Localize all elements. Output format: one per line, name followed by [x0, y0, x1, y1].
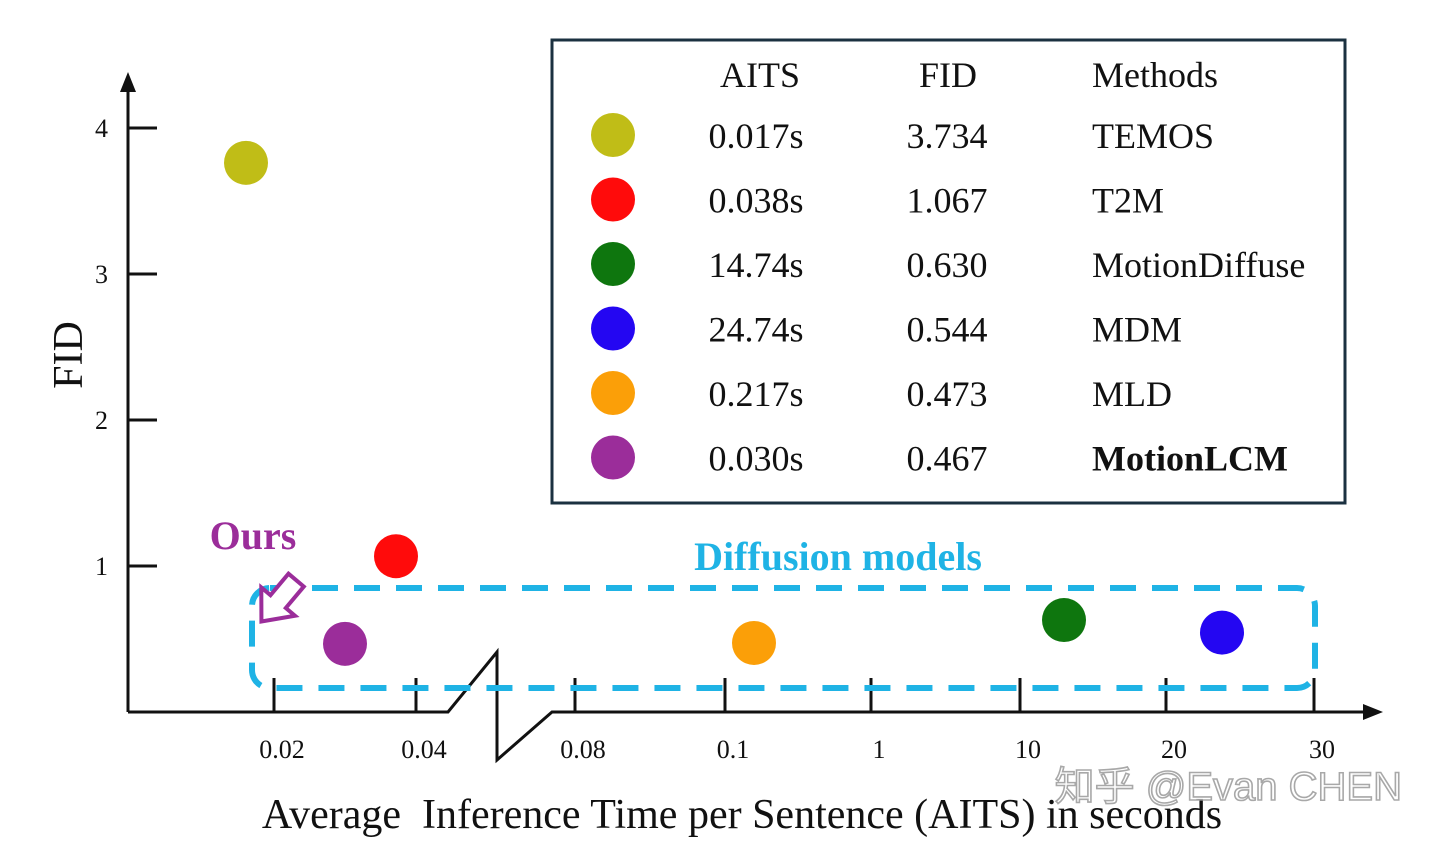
y-axis-title: FID [46, 321, 92, 389]
x-tick-label-0.04: 0.04 [401, 735, 447, 764]
x-tick-label-20: 20 [1161, 735, 1187, 764]
legend-marker-t2m [591, 177, 635, 222]
legend-aits-motiondiffuse: 14.74s [708, 245, 803, 285]
legend-aits-mdm: 24.74s [708, 310, 803, 350]
diffusion-models-label: Diffusion models [694, 534, 982, 579]
x-tick-label-30: 30 [1309, 735, 1335, 764]
legend-header-fid: FID [919, 55, 977, 95]
legend-aits-temos: 0.017s [708, 116, 803, 156]
ours-label: Ours [210, 513, 297, 558]
diffusion-models-box [249, 585, 1318, 691]
y-ticks: 1 2 3 4 [95, 114, 157, 581]
legend-marker-motiondiffuse [591, 242, 635, 286]
x-tick-label-1: 1 [873, 735, 886, 764]
legend-method-temos: TEMOS [1092, 116, 1214, 156]
legend-aits-t2m: 0.038s [708, 181, 803, 221]
legend-fid-t2m: 1.067 [907, 181, 988, 221]
x-axis-title: Average Inference Time per Sentence (AIT… [262, 792, 1222, 838]
legend-header-methods: Methods [1092, 55, 1218, 95]
legend-method-mld: MLD [1092, 374, 1172, 414]
legend-fid-motiondiffuse: 0.630 [907, 245, 988, 285]
ours-arrow-icon [259, 570, 307, 624]
y-tick-label-4: 4 [95, 114, 108, 143]
legend-fid-motionlcm: 0.467 [907, 439, 988, 479]
legend-method-t2m: T2M [1092, 181, 1164, 221]
legend-fid-mld: 0.473 [907, 374, 988, 414]
x-tick-label-10: 10 [1015, 735, 1041, 764]
legend-aits-mld: 0.217s [708, 374, 803, 414]
legend-fid-temos: 3.734 [907, 116, 988, 156]
legend-marker-mld [591, 371, 635, 415]
point-motionlcm [323, 621, 367, 666]
data-points [224, 140, 1244, 666]
legend-marker-mdm [591, 306, 635, 351]
legend-fid-mdm: 0.544 [907, 310, 988, 350]
legend-marker-motionlcm [591, 435, 635, 480]
x-tick-label-0.08: 0.08 [560, 735, 606, 764]
x-tick-label-0.02: 0.02 [259, 735, 305, 764]
watermark: 知乎 @Evan CHEN [1055, 765, 1402, 809]
point-t2m [374, 534, 418, 579]
x-axis-arrow [1363, 704, 1383, 720]
legend-marker-temos [591, 113, 635, 157]
legend-method-motionlcm: MotionLCM [1092, 439, 1288, 479]
y-axis-arrow [120, 72, 136, 92]
legend-method-mdm: MDM [1092, 310, 1182, 350]
legend-aits-motionlcm: 0.030s [708, 439, 803, 479]
y-tick-label-2: 2 [95, 406, 108, 435]
point-temos [224, 140, 268, 185]
legend-header-aits: AITS [720, 55, 800, 95]
y-tick-label-3: 3 [95, 260, 108, 289]
point-mdm [1200, 610, 1244, 655]
x-tick-label-0.1: 0.1 [717, 735, 750, 764]
legend-method-motiondiffuse: MotionDiffuse [1092, 245, 1305, 285]
x-axis-left [128, 647, 1366, 764]
legend-box [550, 38, 1347, 505]
x-ticks: 0.02 0.04 0.08 0.1 1 10 20 30 [259, 678, 1335, 764]
legend-rows: 0.017s 3.734 TEMOS 0.038s 1.067 T2M 14.74s 0.63… [591, 113, 1305, 480]
point-mld [732, 620, 776, 665]
point-motiondiffuse [1042, 598, 1086, 643]
y-tick-label-1: 1 [95, 552, 108, 581]
